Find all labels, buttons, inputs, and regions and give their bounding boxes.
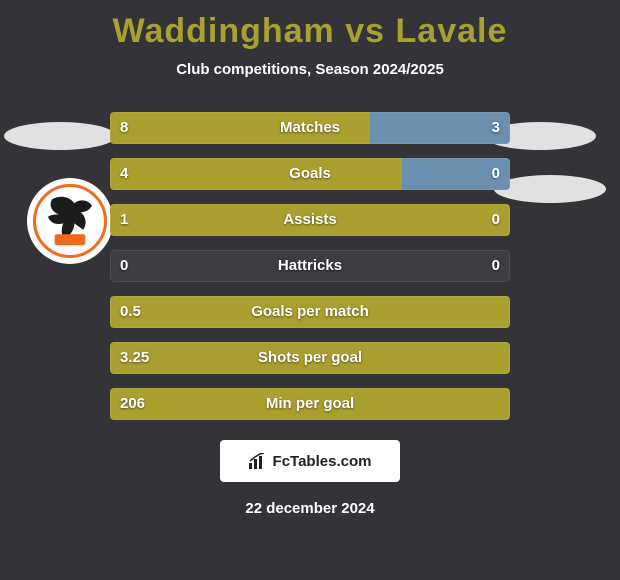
stat-value-player2: 0	[482, 250, 510, 282]
stat-row: Min per goal206	[110, 388, 510, 420]
team1-club-badge	[27, 178, 113, 264]
stat-row: Assists1 0	[110, 204, 510, 236]
stat-row: Shots per goal3.25	[110, 342, 510, 374]
stat-row: Matches8 3	[110, 112, 510, 144]
stat-label: Min per goal	[110, 388, 510, 420]
stat-row: Hattricks0 0	[110, 250, 510, 282]
stat-label: Shots per goal	[110, 342, 510, 374]
stat-row: Goals per match0.5	[110, 296, 510, 328]
brand-text: FcTables.com	[273, 453, 372, 470]
team2-logo-placeholder-2	[494, 175, 606, 203]
stat-value-player1: 8	[110, 112, 138, 144]
stat-label: Goals per match	[110, 296, 510, 328]
snapshot-date: 22 december 2024	[0, 500, 620, 517]
comparison-title: Waddingham vs Lavale	[0, 0, 620, 51]
badge-crest-icon	[37, 188, 103, 254]
subtitle: Club competitions, Season 2024/2025	[0, 61, 620, 78]
bar-chart-icon	[249, 453, 267, 469]
fctables-brand-badge: FcTables.com	[220, 440, 400, 482]
stat-value-player2: 0	[482, 158, 510, 190]
stat-value-player1: 0	[110, 250, 138, 282]
stat-label: Assists	[110, 204, 510, 236]
stat-value-player1: 206	[110, 388, 155, 420]
stat-value-player1: 1	[110, 204, 138, 236]
stat-value-player2: 0	[482, 204, 510, 236]
stat-label: Matches	[110, 112, 510, 144]
stats-bars-container: Matches83Goals40Assists10Hattricks00Goal…	[110, 112, 510, 434]
stat-row: Goals4 0	[110, 158, 510, 190]
stat-value-player1: 4	[110, 158, 138, 190]
player2-name: Lavale	[396, 12, 508, 50]
team1-logo-placeholder	[4, 122, 116, 150]
stat-value-player1: 0.5	[110, 296, 151, 328]
stat-label: Hattricks	[110, 250, 510, 282]
stat-value-player1: 3.25	[110, 342, 159, 374]
stat-label: Goals	[110, 158, 510, 190]
player1-name: Waddingham	[113, 12, 335, 50]
stat-value-player2: 3	[482, 112, 510, 144]
vs-text: vs	[345, 12, 385, 50]
